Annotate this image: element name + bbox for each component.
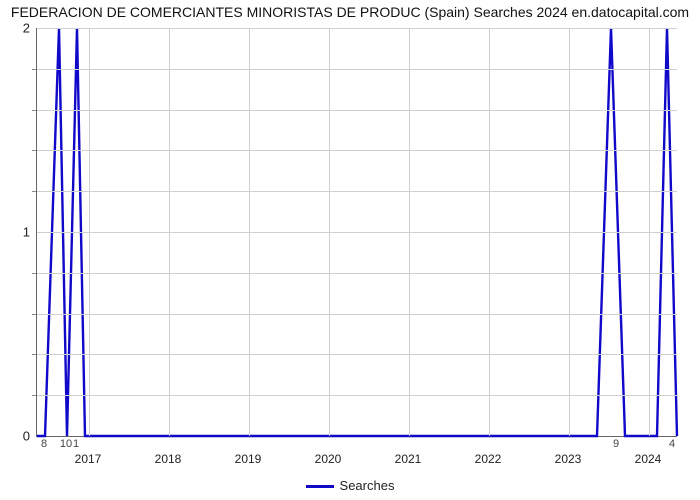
- y-minor-tick: [32, 191, 36, 192]
- y-tick-label: 1: [0, 225, 30, 240]
- legend: Searches: [0, 478, 700, 493]
- grid-horizontal-minor: [37, 69, 677, 70]
- grid-horizontal: [37, 232, 677, 233]
- grid-horizontal-minor: [37, 273, 677, 274]
- x-tick-label: 2022: [475, 452, 502, 466]
- data-count-label: 1: [73, 438, 79, 450]
- grid-horizontal-minor: [37, 110, 677, 111]
- y-tick-label: 0: [0, 429, 30, 444]
- y-tick-label: 2: [0, 21, 30, 36]
- data-count-label: 10: [60, 438, 72, 450]
- grid-horizontal-minor: [37, 150, 677, 151]
- grid-horizontal-minor: [37, 314, 677, 315]
- x-tick-label: 2024: [635, 452, 662, 466]
- y-minor-tick: [32, 273, 36, 274]
- y-minor-tick: [32, 395, 36, 396]
- x-tick-label: 2017: [75, 452, 102, 466]
- legend-swatch: [306, 485, 334, 488]
- legend-label: Searches: [340, 478, 395, 493]
- data-count-label: 8: [41, 438, 47, 450]
- x-tick-label: 2023: [555, 452, 582, 466]
- grid-horizontal-minor: [37, 395, 677, 396]
- y-minor-tick: [32, 314, 36, 315]
- grid-horizontal-minor: [37, 191, 677, 192]
- data-count-label: 4: [669, 438, 675, 450]
- plot-area: [36, 28, 677, 437]
- x-tick-label: 2020: [315, 452, 342, 466]
- data-count-label: 9: [613, 438, 619, 450]
- chart-title: FEDERACION DE COMERCIANTES MINORISTAS DE…: [0, 4, 700, 20]
- y-minor-tick: [32, 110, 36, 111]
- chart-container: { "chart": { "type": "line", "title": "F…: [0, 0, 700, 500]
- grid-horizontal: [37, 28, 677, 29]
- y-minor-tick: [32, 354, 36, 355]
- x-tick-label: 2018: [155, 452, 182, 466]
- x-tick-label: 2021: [395, 452, 422, 466]
- y-minor-tick: [32, 150, 36, 151]
- grid-horizontal-minor: [37, 354, 677, 355]
- y-minor-tick: [32, 69, 36, 70]
- x-tick-label: 2019: [235, 452, 262, 466]
